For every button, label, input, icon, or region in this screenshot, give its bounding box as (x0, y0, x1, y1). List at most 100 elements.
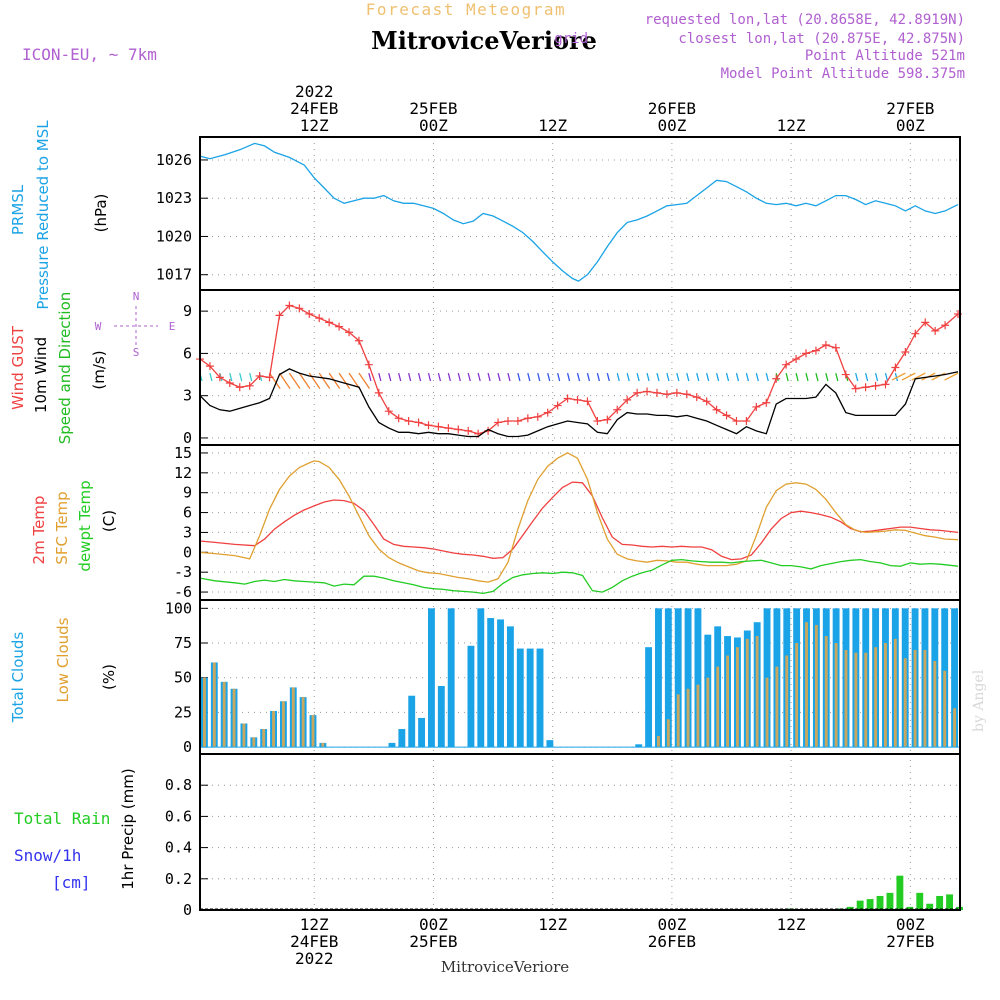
wind-direction-arrow (901, 372, 916, 381)
gust-marker (772, 374, 781, 383)
rain-bar (846, 906, 854, 910)
low-cloud-bar (203, 677, 206, 748)
gust-marker (712, 405, 721, 414)
total-cloud-bar (506, 626, 514, 748)
gust-marker (315, 314, 324, 323)
gust-marker (841, 370, 850, 379)
top-time-label: 12Z (777, 116, 806, 135)
gust-marker (593, 417, 602, 426)
top-time-label: 00Z (657, 116, 686, 135)
rain-bar (876, 895, 884, 910)
low-cloud-bar (252, 737, 256, 748)
wind-direction-arrow (388, 372, 392, 382)
top-time-label: 2022 (295, 82, 334, 101)
total-cloud-bar (437, 686, 445, 748)
gust-marker (802, 349, 811, 358)
gust-marker (434, 422, 443, 431)
gust-marker (831, 343, 840, 352)
y-tick-label: 0 (183, 901, 192, 919)
gust-marker (851, 384, 860, 393)
wind-direction-arrow (338, 372, 351, 389)
total-cloud-bar (684, 608, 692, 748)
top-time-label: 27FEB (886, 99, 934, 118)
low-cloud-bar (212, 662, 216, 748)
y-tick-label: 1026 (156, 151, 192, 169)
y-tick-label: 0.6 (165, 807, 192, 825)
total-cloud-bar (447, 608, 455, 748)
gust-marker (245, 381, 254, 390)
total-cloud-bar (487, 618, 495, 748)
gust-marker (205, 362, 214, 371)
y-tick-label: 50 (174, 669, 192, 687)
panel-wind: 0 3 6 9 (183, 289, 963, 447)
gust-marker (891, 363, 900, 372)
wind-direction-arrow (229, 372, 233, 382)
y-tick-label: 1017 (156, 266, 192, 284)
temp2m-label: 2m Temp (30, 496, 48, 565)
rain-bar (906, 906, 914, 910)
compass-s: S (133, 346, 140, 359)
series-line-10m-wind (199, 368, 959, 438)
wind-direction-arrow (527, 372, 531, 382)
wind-direction-arrow (457, 372, 461, 382)
total-cloud-bar (497, 619, 504, 748)
y-tick-label: 9 (183, 484, 192, 502)
gust-marker (235, 383, 244, 392)
wind-direction-arrow (517, 372, 521, 382)
gust-marker (702, 397, 711, 406)
wind-direction-arrow (378, 372, 382, 382)
gust-marker (335, 322, 344, 331)
gust-marker (752, 402, 761, 411)
total-cloud-bar (664, 608, 672, 748)
watermark: by Angel (971, 669, 987, 732)
y-tick-label: -6 (174, 583, 192, 601)
gust-marker (573, 395, 582, 404)
location-title: MitroviceVeriore (371, 26, 597, 55)
gust-label: Wind GUST (9, 325, 27, 410)
wind-direction-arrow (547, 372, 551, 382)
y-tick-label: 1023 (156, 189, 192, 207)
low-cloud-bar (884, 643, 887, 748)
gust-marker (792, 355, 801, 364)
low-cloud-bar (716, 666, 720, 748)
gust-marker (225, 379, 234, 387)
y-tick-label: 6 (183, 504, 192, 522)
total-cloud-bar (546, 740, 554, 748)
gust-marker (652, 388, 661, 397)
wind-direction-arrow (944, 372, 959, 381)
wind-direction-arrow (805, 372, 809, 382)
gust-marker (215, 373, 224, 382)
low-cloud-bar (854, 652, 858, 748)
y-tick-label: 6 (183, 344, 192, 362)
wind-direction-arrow (576, 372, 581, 382)
gust-marker (921, 318, 930, 327)
total-cloud-bar (694, 608, 702, 748)
low-cloud-bar (686, 688, 690, 748)
gust-marker (613, 405, 622, 414)
compass-w: W (95, 320, 102, 333)
low-cloud-bar (745, 638, 749, 748)
gust-marker (911, 329, 920, 338)
gust-marker (782, 360, 791, 369)
gust-marker (374, 388, 383, 397)
wind-unit: (m/s) (90, 350, 108, 389)
low-cloud-bar (903, 658, 907, 748)
bottom-time-label: 24FEB (290, 932, 338, 951)
gust-marker (444, 424, 453, 433)
gust-marker (533, 412, 542, 421)
series-line-wind-gust (199, 304, 959, 435)
y-tick-label: 75 (174, 634, 192, 652)
y-tick-label: 12 (174, 464, 192, 482)
top-time-label: 12Z (538, 116, 567, 135)
rain-bar (946, 894, 954, 910)
snow-legend: Snow/1h (14, 846, 81, 865)
bottom-time-label: 00Z (657, 915, 686, 934)
gust-marker (503, 417, 512, 426)
gust-marker (811, 346, 820, 355)
closest-coords: closest lon,lat (20.875E, 42.875N) (678, 31, 965, 47)
gust-marker (513, 417, 522, 426)
panel-temperature: -6 -3 0 36 9 12 15 (174, 444, 961, 601)
total-cloud-bar (428, 608, 435, 748)
panel-frame (199, 444, 961, 601)
rain-bar (916, 892, 924, 910)
